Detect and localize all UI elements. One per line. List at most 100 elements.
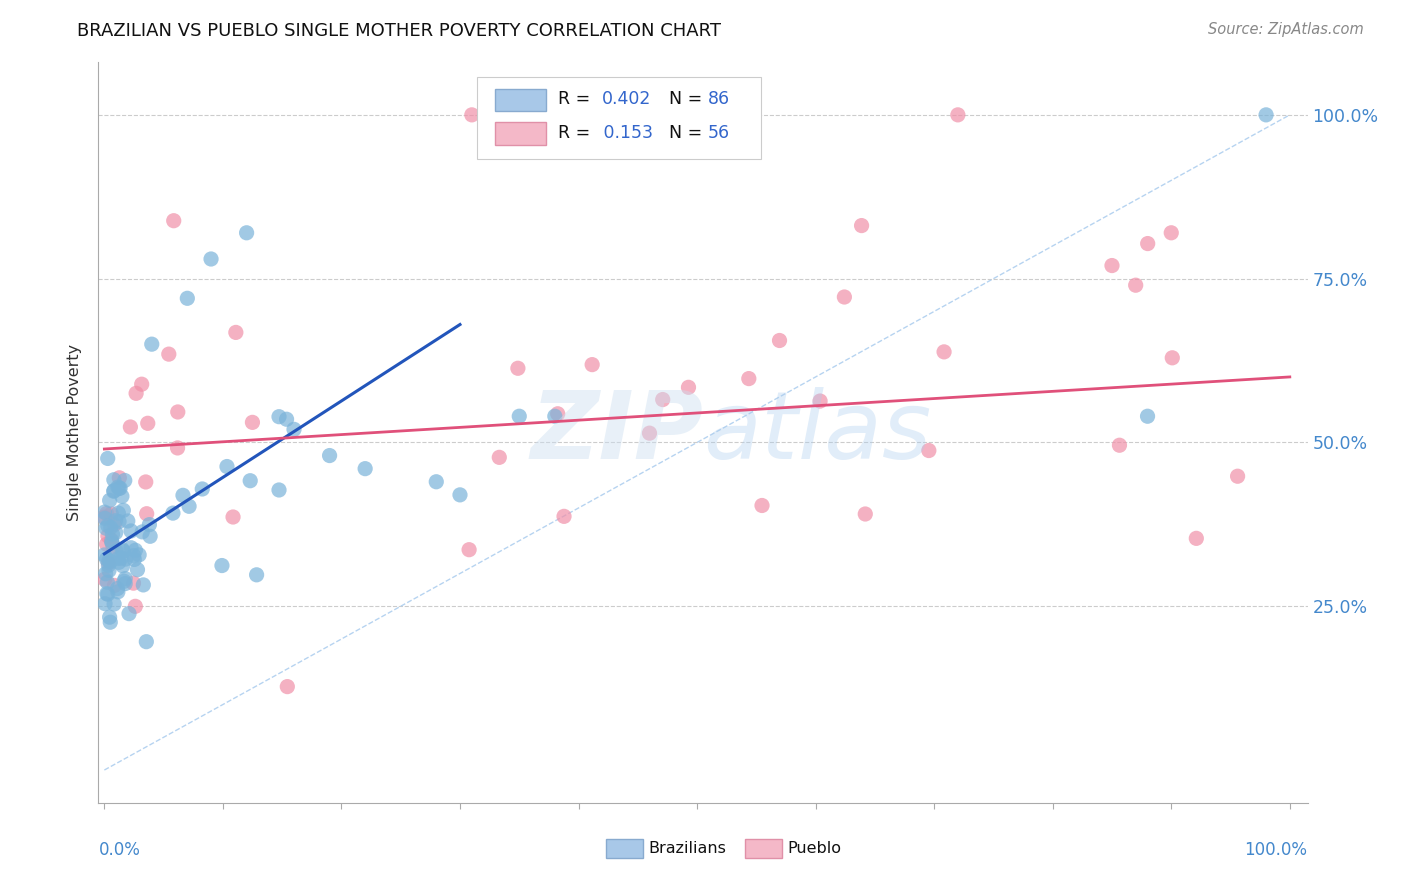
Point [124, 552, 146, 566]
Point [1161, 351, 1184, 365]
Point [122, 576, 145, 591]
Point [267, 483, 290, 497]
Point [98, 493, 121, 508]
Text: 56: 56 [707, 124, 730, 142]
Text: atlas: atlas [703, 387, 931, 478]
Point [853, 507, 876, 521]
Point [107, 584, 129, 599]
Point [547, 407, 569, 421]
Point [200, 252, 222, 266]
Point [918, 443, 941, 458]
Point [103, 473, 125, 487]
Point [107, 506, 129, 520]
Text: BRAZILIAN VS PUEBLO SINGLE MOTHER POVERTY CORRELATION CHART: BRAZILIAN VS PUEBLO SINGLE MOTHER POVERT… [77, 22, 721, 40]
Point [96, 537, 118, 551]
Point [118, 607, 141, 621]
Point [157, 347, 180, 361]
Point [103, 517, 125, 532]
Point [124, 599, 146, 614]
Point [110, 550, 132, 565]
Point [93, 572, 115, 586]
Point [131, 524, 153, 539]
Point [141, 337, 163, 351]
Point [120, 541, 142, 555]
Point [508, 409, 530, 424]
Point [1185, 532, 1208, 546]
Point [114, 474, 136, 488]
Point [101, 540, 124, 554]
Point [131, 377, 153, 392]
Point [97, 558, 120, 573]
Point [132, 578, 155, 592]
Point [111, 558, 134, 573]
Text: R =: R = [558, 124, 596, 142]
Point [103, 597, 125, 611]
Point [127, 563, 149, 577]
Text: N =: N = [658, 90, 709, 109]
Point [215, 459, 238, 474]
Point [111, 489, 134, 503]
Point [114, 552, 136, 566]
Point [112, 544, 135, 558]
Point [93, 510, 115, 524]
Text: 0.153: 0.153 [598, 124, 652, 142]
FancyBboxPatch shape [495, 122, 546, 145]
Point [678, 380, 700, 394]
FancyBboxPatch shape [495, 89, 546, 112]
Point [458, 542, 481, 557]
Point [425, 475, 447, 489]
Point [97, 556, 120, 570]
Point [94, 597, 117, 611]
Point [97, 518, 120, 533]
Point [108, 471, 131, 485]
Y-axis label: Single Mother Poverty: Single Mother Poverty [67, 344, 83, 521]
Point [139, 529, 162, 543]
Point [94, 566, 117, 581]
Point [136, 417, 159, 431]
Text: R =: R = [558, 90, 596, 109]
Point [283, 422, 305, 436]
Point [276, 680, 298, 694]
Point [96, 587, 118, 601]
Point [101, 536, 124, 550]
Point [225, 326, 247, 340]
Text: 86: 86 [707, 90, 730, 109]
Point [112, 503, 135, 517]
Point [93, 548, 115, 562]
Point [1125, 278, 1147, 293]
Point [239, 474, 262, 488]
Point [96, 552, 118, 566]
FancyBboxPatch shape [606, 839, 643, 857]
Point [581, 358, 603, 372]
Point [103, 484, 125, 499]
Point [98, 610, 121, 624]
Point [946, 108, 969, 122]
Point [98, 555, 121, 569]
Point [104, 525, 127, 540]
Point [114, 572, 136, 586]
Point [211, 558, 233, 573]
Point [100, 533, 122, 548]
Text: 100.0%: 100.0% [1244, 841, 1308, 859]
Point [1254, 108, 1277, 122]
Text: N =: N = [658, 124, 709, 142]
Point [108, 515, 131, 529]
Point [461, 108, 484, 122]
Point [108, 555, 131, 569]
Point [96, 507, 118, 521]
Point [104, 514, 127, 528]
Point [1136, 409, 1159, 424]
Point [768, 334, 790, 348]
Point [93, 505, 115, 519]
Point [125, 386, 148, 401]
Point [103, 578, 125, 592]
Text: Source: ZipAtlas.com: Source: ZipAtlas.com [1208, 22, 1364, 37]
Point [112, 574, 135, 589]
Point [246, 567, 269, 582]
Point [138, 517, 160, 532]
Point [176, 291, 198, 305]
Point [94, 511, 117, 525]
Point [98, 615, 121, 630]
Point [94, 521, 117, 535]
Point [135, 475, 157, 489]
